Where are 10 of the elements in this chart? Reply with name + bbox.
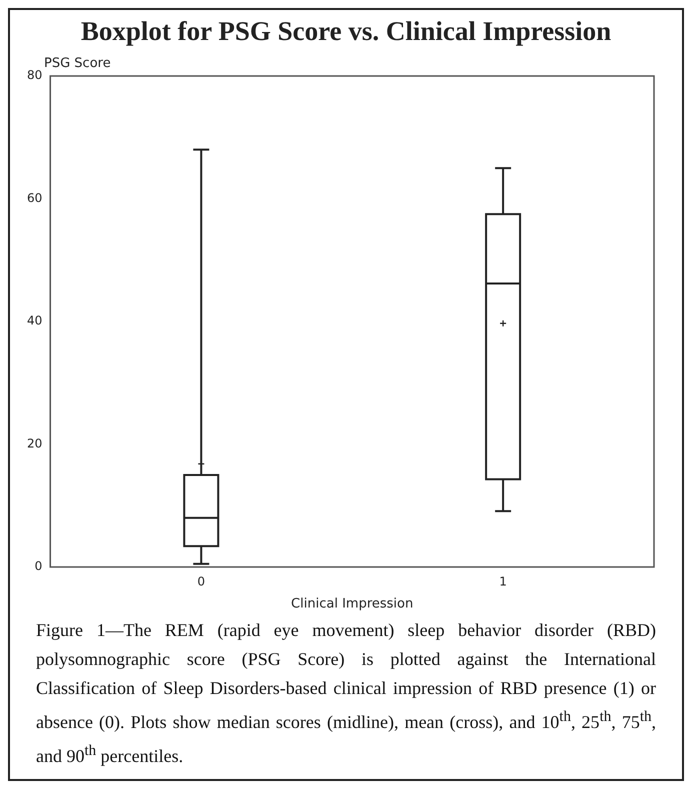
text: Figure 1—The REM (rapid eye movement) sleep behavior disorder (RBD) polysomnographic score (PSG Score) is plotted against the International Classification of Sleep Disorders-based clinical impression of RBD presence (1) or absence (0). Plots show median scores (midline), mean (cross), and 10$^{th}$, 25$^{th}$, 75$^{th}$, and 90$^{th}$ percentiles. [36,620,656,766]
y-axis-title: PSG Score [44,56,111,71]
y-tick-label: 60 [26,190,42,205]
y-tick-label: 20 [26,436,42,450]
chart-title: Boxplot for PSG Score vs. Clinical Impression [80,16,612,46]
y-tick-label: 80 [26,68,42,82]
y-tick-label: 0 [34,559,42,574]
x-tick-label: 1 [499,574,507,588]
x-axis-title: Clinical Impression [291,596,414,612]
y-tick-label: 40 [26,314,42,328]
